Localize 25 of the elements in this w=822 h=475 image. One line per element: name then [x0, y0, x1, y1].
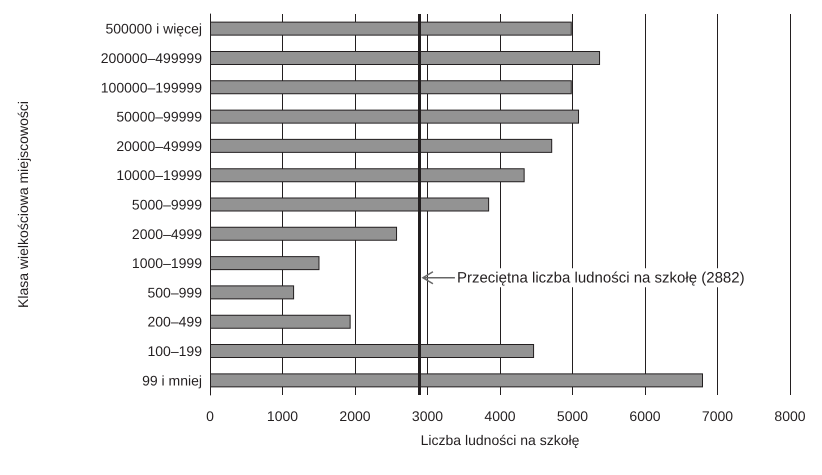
y-tick-label: 100000–199999: [100, 79, 202, 96]
x-tick-label: 7000: [702, 408, 734, 424]
y-tick-label: 20000–49999: [116, 138, 202, 154]
y-tick-label: 10000–19999: [116, 167, 202, 184]
x-tick-label: 2000: [339, 408, 371, 424]
x-tick-label: 5000: [556, 408, 588, 424]
y-tick-label: 99 i mniej: [142, 372, 202, 388]
x-tick-label: 0: [206, 408, 214, 424]
y-tick-label: 200000–499999: [100, 50, 202, 66]
y-tick-label: 5000–9999: [132, 196, 202, 212]
x-tick-label: 8000: [774, 408, 806, 424]
y-tick-label: 100–199: [147, 343, 202, 360]
x-tick-label: 1000: [266, 408, 298, 424]
x-tick-label: 3000: [412, 408, 444, 424]
y-tick-label: 200–499: [147, 314, 202, 330]
x-tick-label: 6000: [629, 408, 661, 424]
x-tick-label: 4000: [484, 408, 516, 424]
y-tick-label: 500–999: [147, 284, 202, 300]
x-axis-title: Liczba ludności na szkołę: [420, 432, 580, 448]
ref-line-label: Przeciętna liczba ludności na szkołę (2882): [456, 269, 745, 286]
y-tick-label: 2000–4999: [132, 226, 202, 242]
y-tick-label: 50000–99999: [116, 108, 202, 125]
y-tick-label: 500000 i więcej: [105, 20, 202, 37]
y-tick-label: 1000–1999: [132, 255, 202, 272]
y-axis-title: Klasa wielkościowa miejscowości: [15, 101, 31, 308]
